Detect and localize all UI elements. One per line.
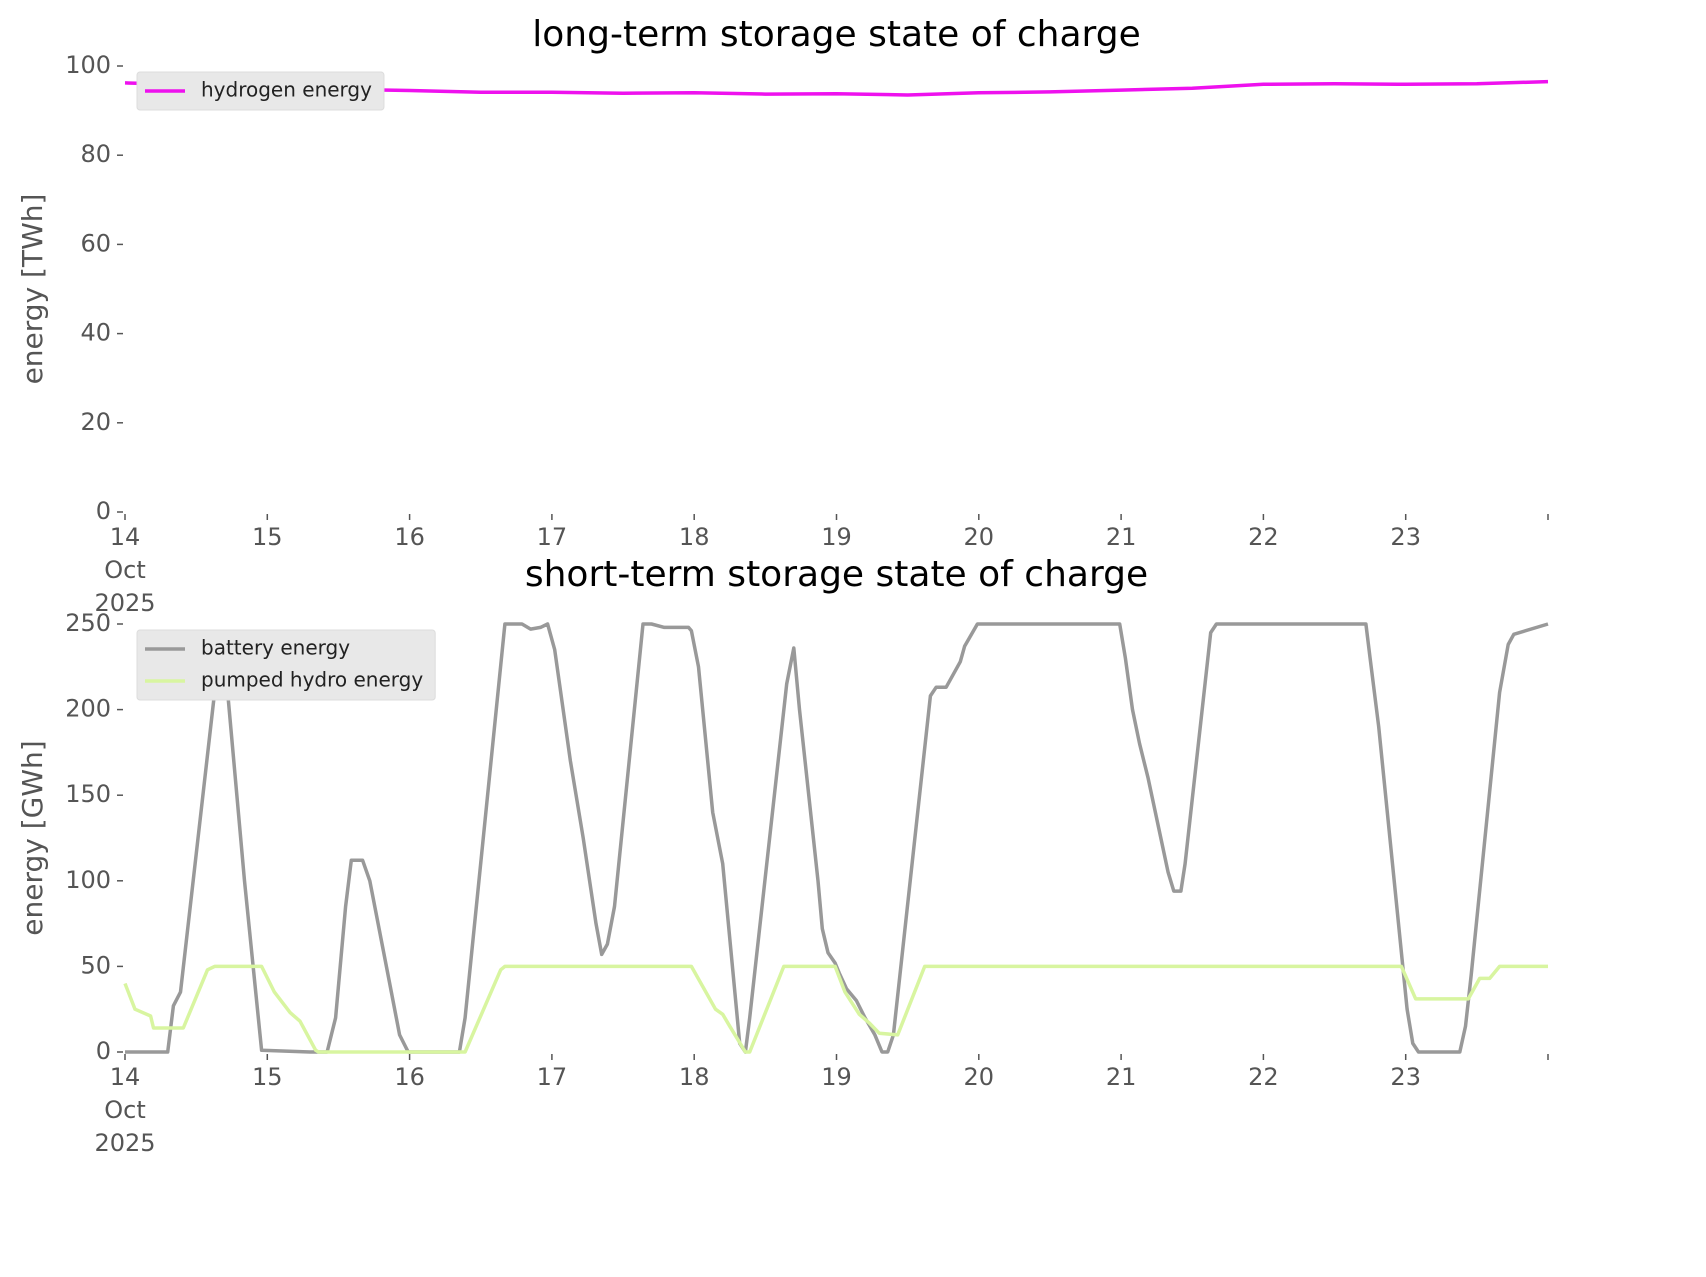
x-tick-label: 14 Oct 2025 <box>94 1063 155 1157</box>
y-tick-label: 100 <box>65 866 111 894</box>
y-tick-label: 250 <box>65 609 111 637</box>
x-tick-label: 20 <box>964 1063 995 1091</box>
y-axis-label: energy [TWh] <box>16 194 49 385</box>
y-tick-label: 20 <box>80 408 111 436</box>
x-tick-label: 20 <box>964 523 995 551</box>
y-tick-label: 40 <box>80 319 111 347</box>
x-tick-label: 23 <box>1390 1063 1421 1091</box>
chart-title: long-term storage state of charge <box>532 14 1140 55</box>
x-tick-label: 16 <box>394 1063 425 1091</box>
x-tick-label: 19 <box>821 1063 852 1091</box>
series-line <box>123 964 1548 1054</box>
x-tick-label: 22 <box>1248 1063 1279 1091</box>
y-axis-label: energy [GWh] <box>16 740 49 935</box>
y-tick-label: 50 <box>80 951 111 979</box>
y-tick-label: 100 <box>65 51 111 79</box>
y-tick-label: 60 <box>80 229 111 257</box>
x-tick-label: 16 <box>394 523 425 551</box>
x-tick-label: 17 <box>537 523 568 551</box>
x-tick-label: 19 <box>821 523 852 551</box>
y-tick-label: 200 <box>65 695 111 723</box>
x-tick-label: 21 <box>1106 1063 1137 1091</box>
x-tick-label: 18 <box>679 523 710 551</box>
x-tick-label: 15 <box>252 523 283 551</box>
legend: battery energy pumped hydro energy <box>136 629 436 701</box>
x-tick-label: 17 <box>537 1063 568 1091</box>
legend: hydrogen energy <box>136 71 385 111</box>
x-tick-label: 18 <box>679 1063 710 1091</box>
legend-label: battery energy <box>201 636 350 660</box>
series-line <box>125 622 1549 1054</box>
legend-label: hydrogen energy <box>201 78 372 102</box>
x-tick-label: 21 <box>1106 523 1137 551</box>
legend-label: pumped hydro energy <box>201 668 423 692</box>
y-tick-label: 0 <box>96 1037 111 1065</box>
x-tick-label: 15 <box>252 1063 283 1091</box>
y-tick-label: 0 <box>96 497 111 525</box>
x-tick-label: 22 <box>1248 523 1279 551</box>
chart-title: short-term storage state of charge <box>525 554 1148 595</box>
y-tick-label: 80 <box>80 140 111 168</box>
legend-box <box>136 71 385 111</box>
x-tick-label: 23 <box>1390 523 1421 551</box>
legend-box <box>136 629 436 701</box>
y-tick-label: 150 <box>65 780 111 808</box>
x-tick-label: 14 Oct 2025 <box>94 523 155 617</box>
